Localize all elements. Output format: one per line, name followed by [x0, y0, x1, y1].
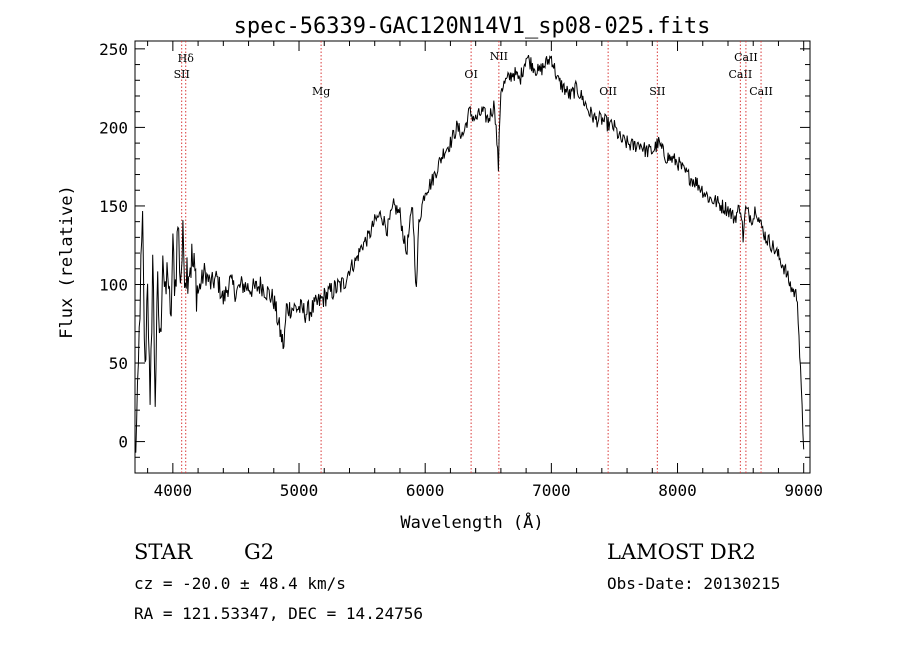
y-tick-label: 250: [99, 40, 128, 59]
coordinates: RA = 121.53347, DEC = 14.24756: [134, 604, 423, 623]
spectral-line-label: CaII: [729, 68, 753, 81]
x-tick-label: 7000: [532, 481, 571, 500]
y-tick-label: 100: [99, 275, 128, 294]
chart-title: spec-56339-GAC120N14V1_sp08-025.fits: [234, 14, 711, 39]
axes: 4000 5000 6000 7000 8000 9000 0 50 100 150 200 250: [99, 40, 823, 500]
object-subclass: G2: [244, 540, 274, 564]
redshift-value: cz = -20.0 ± 48.4 km/s: [134, 574, 346, 593]
spectral-line-markers: Hδ SII Mg OI NII OII SII CaII CaII CaII: [174, 41, 773, 473]
x-tick-label: 5000: [280, 481, 319, 500]
object-class: STAR: [134, 540, 193, 564]
spectral-line-label: Hδ: [178, 52, 195, 65]
spectrum-series: [134, 54, 805, 453]
y-tick-label: 0: [118, 433, 128, 452]
spectral-line-label: CaII: [749, 85, 773, 98]
x-axis-label: Wavelength (Å): [400, 511, 543, 533]
spectral-line-label: SII: [649, 85, 665, 98]
spectral-line-label: OII: [599, 85, 617, 98]
obs-date: Obs-Date: 20130215: [607, 574, 780, 593]
spectral-line-label: CaII: [734, 51, 758, 64]
spectral-line-label: SII: [174, 68, 190, 81]
spectral-line-label: OI: [464, 68, 477, 81]
y-tick-label: 150: [99, 197, 128, 216]
plot-frame: [134, 40, 811, 474]
survey-name: LAMOST DR2: [607, 540, 756, 564]
spectral-line-label: Mg: [312, 85, 330, 98]
x-tick-label: 6000: [406, 481, 445, 500]
x-tick-label: 4000: [154, 481, 193, 500]
x-tick-label: 8000: [658, 481, 697, 500]
y-tick-label: 200: [99, 118, 128, 137]
x-tick-label: 9000: [784, 481, 823, 500]
y-axis-label: Flux (relative): [57, 185, 77, 339]
y-tick-label: 50: [109, 354, 128, 373]
spectral-line-label: NII: [490, 50, 508, 63]
spectrum-line: [134, 54, 805, 453]
